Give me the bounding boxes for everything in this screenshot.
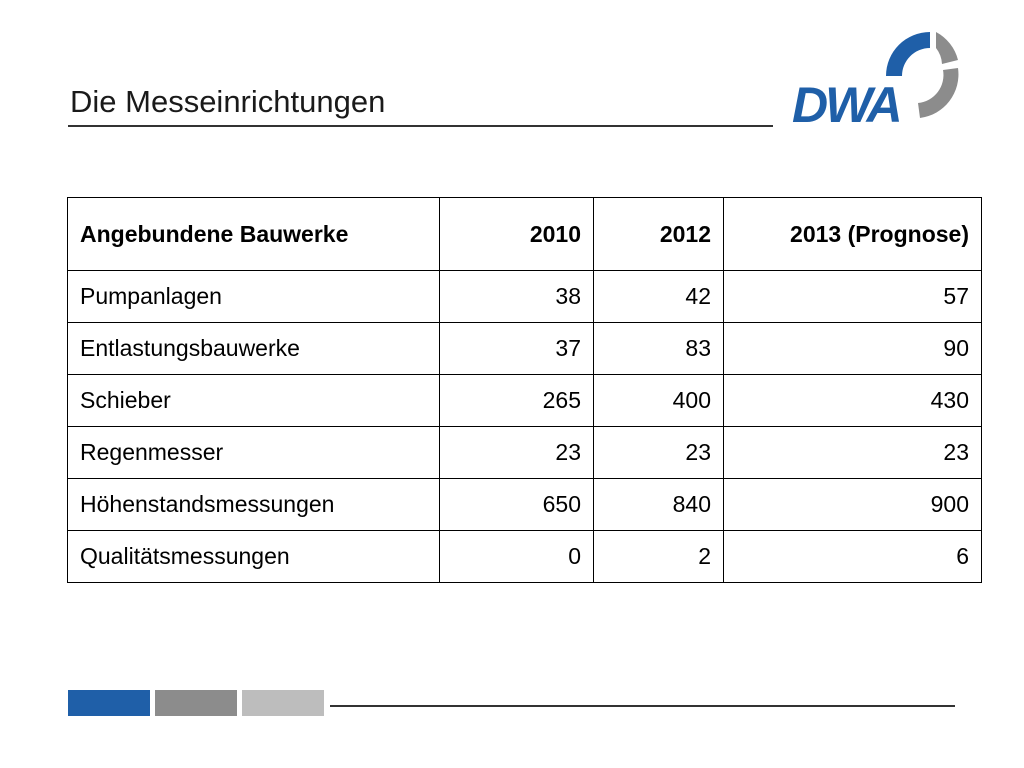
row-label: Pumpanlagen [67, 270, 440, 323]
table-row: Entlastungsbauwerke 37 83 90 [67, 322, 982, 375]
title-underline [68, 125, 773, 127]
table-row: Qualitätsmessungen 0 2 6 [67, 530, 982, 583]
header-cell: 2013 (Prognose) [723, 197, 982, 271]
data-table: Angebundene Bauwerke 2010 2012 2013 (Pro… [67, 197, 982, 583]
footer-bar-light-gray [242, 690, 324, 716]
cell-value: 42 [593, 270, 724, 323]
cell-value: 83 [593, 322, 724, 375]
footer-bar-gray [155, 690, 237, 716]
logo-wordmark: DWA [792, 77, 900, 130]
table-row: Schieber 265 400 430 [67, 374, 982, 427]
cell-value: 37 [439, 322, 594, 375]
row-label: Regenmesser [67, 426, 440, 479]
cell-value: 23 [593, 426, 724, 479]
cell-value: 900 [723, 478, 982, 531]
dwa-logo: DWA [792, 32, 959, 130]
cell-value: 265 [439, 374, 594, 427]
cell-value: 23 [439, 426, 594, 479]
table-header-row: Angebundene Bauwerke 2010 2012 2013 (Pro… [67, 197, 982, 271]
cell-value: 38 [439, 270, 594, 323]
cell-value: 6 [723, 530, 982, 583]
cell-value: 430 [723, 374, 982, 427]
table-row: Regenmesser 23 23 23 [67, 426, 982, 479]
table-row: Pumpanlagen 38 42 57 [67, 270, 982, 323]
footer-bar-blue [68, 690, 150, 716]
header-cell: Angebundene Bauwerke [67, 197, 440, 271]
cell-value: 23 [723, 426, 982, 479]
row-label: Qualitätsmessungen [67, 530, 440, 583]
logo-arc-blue [886, 32, 930, 76]
cell-value: 90 [723, 322, 982, 375]
footer-rule [330, 705, 955, 707]
logo-arc-gray-right [918, 68, 959, 118]
row-label: Höhenstandsmessungen [67, 478, 440, 531]
cell-value: 57 [723, 270, 982, 323]
row-label: Entlastungsbauwerke [67, 322, 440, 375]
cell-value: 400 [593, 374, 724, 427]
row-label: Schieber [67, 374, 440, 427]
header-cell: 2012 [593, 197, 724, 271]
cell-value: 0 [439, 530, 594, 583]
header-cell: 2010 [439, 197, 594, 271]
cell-value: 840 [593, 478, 724, 531]
slide-title: Die Messeinrichtungen [70, 84, 386, 119]
logo-arc-gray-top [936, 32, 958, 64]
table-row: Höhenstandsmessungen 650 840 900 [67, 478, 982, 531]
cell-value: 650 [439, 478, 594, 531]
cell-value: 2 [593, 530, 724, 583]
